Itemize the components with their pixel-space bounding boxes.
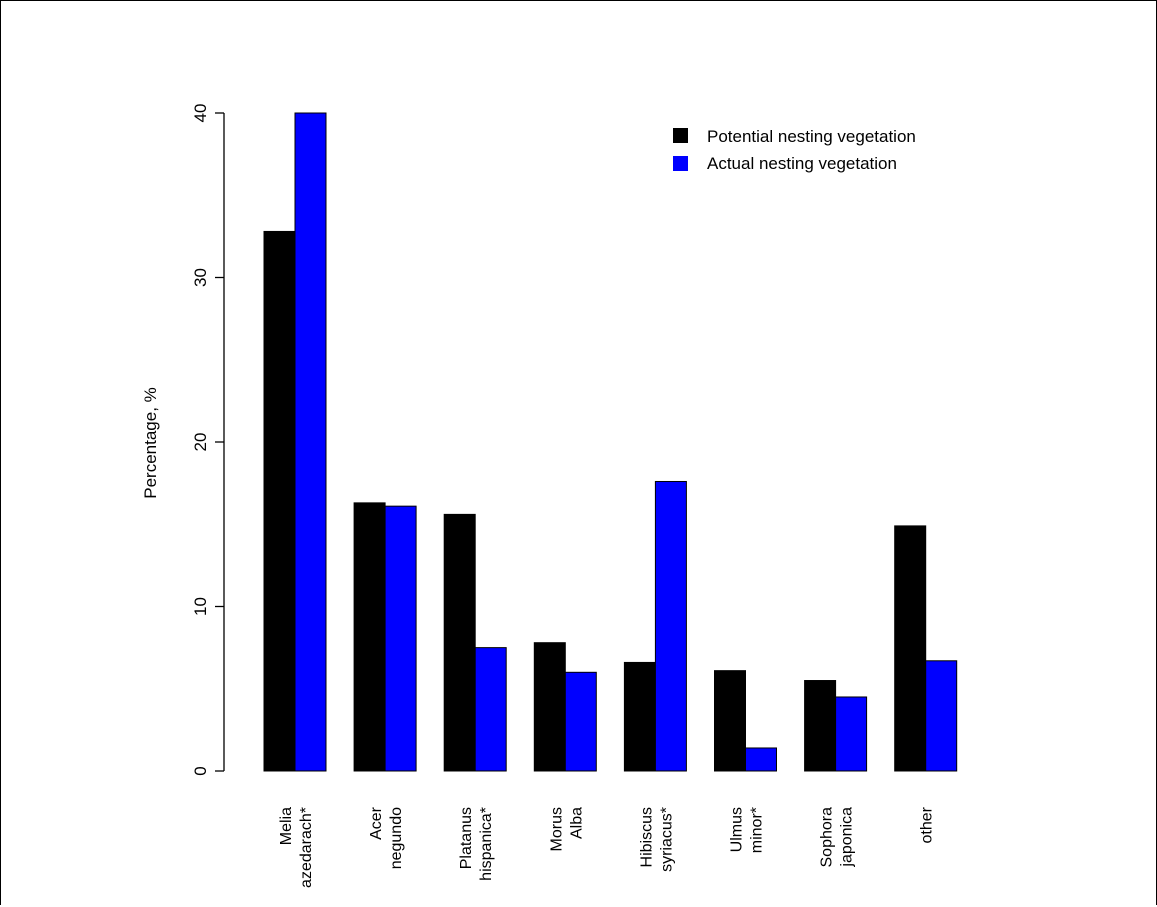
legend-swatch-potential xyxy=(673,128,688,143)
category-label: Alba xyxy=(568,807,585,839)
bar-actual xyxy=(654,480,687,772)
category-label: negundo xyxy=(388,807,405,869)
legend: Potential nesting vegetation Actual nest… xyxy=(673,127,916,173)
category-label: Acer xyxy=(368,806,385,840)
bar-actual xyxy=(564,671,597,772)
bar-potential xyxy=(894,525,927,772)
category-label: Melia xyxy=(278,807,295,845)
bar-potential xyxy=(353,502,386,772)
bar-potential xyxy=(443,513,476,772)
legend-label-actual: Actual nesting vegetation xyxy=(707,154,897,173)
bar-potential xyxy=(263,230,296,772)
category-label: Ulmus xyxy=(729,807,746,852)
bar-actual xyxy=(384,505,417,772)
bar-actual xyxy=(294,112,327,772)
bar-actual xyxy=(474,647,507,772)
y-axis-label: Percentage, % xyxy=(141,387,160,499)
y-tick-label: 30 xyxy=(191,268,210,287)
y-tick-label: 20 xyxy=(191,433,210,452)
category-label: hispanica* xyxy=(478,807,495,881)
y-tick-label: 0 xyxy=(191,766,210,775)
category-label: minor* xyxy=(749,807,766,853)
bar-actual xyxy=(745,747,777,772)
category-label: japonica xyxy=(839,807,856,868)
bar-potential xyxy=(714,670,746,772)
category-label: Sophora xyxy=(819,807,836,868)
legend-label-potential: Potential nesting vegetation xyxy=(707,127,916,146)
category-label: Hibiscus xyxy=(638,807,655,867)
bar-actual xyxy=(835,696,868,772)
category-label: azedarach* xyxy=(298,807,315,888)
y-tick-label: 10 xyxy=(191,597,210,616)
legend-swatch-actual xyxy=(673,156,688,171)
y-tick-label: 40 xyxy=(191,104,210,123)
y-axis: 0 10 20 30 40 xyxy=(191,104,225,776)
bar-potential xyxy=(533,642,566,772)
category-label: Platanus xyxy=(458,807,475,869)
category-label: other xyxy=(919,806,936,843)
category-labels: Melia azedarach* Acer negundo Platanus hispan… xyxy=(278,806,936,888)
bars-group xyxy=(263,112,958,772)
category-label: Morus xyxy=(548,807,565,851)
bar-potential xyxy=(804,680,837,772)
bar-actual xyxy=(925,660,958,772)
category-label: syriacus* xyxy=(658,807,675,872)
bar-potential xyxy=(623,661,656,772)
